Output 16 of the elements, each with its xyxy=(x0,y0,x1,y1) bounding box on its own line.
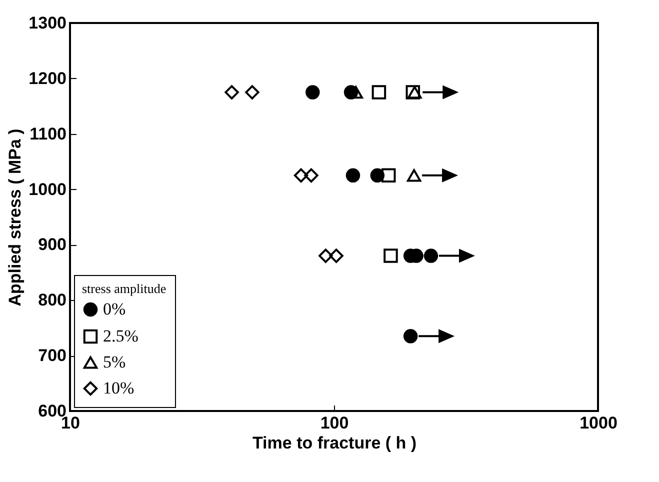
legend-label: 10% xyxy=(103,378,134,398)
x-tick-label: 100 xyxy=(320,414,349,432)
y-tick-label: 900 xyxy=(38,235,66,254)
y-tick-label: 1200 xyxy=(28,68,66,88)
y-tick-label: 800 xyxy=(38,290,66,310)
legend-title: stress amplitude xyxy=(82,281,166,296)
legend-label: 0% xyxy=(103,300,126,318)
y-tick-label: 700 xyxy=(38,346,66,366)
y-tick-label: 1300 xyxy=(28,14,66,32)
x-tick-label: 1000 xyxy=(580,414,618,432)
y-tick-label: 1100 xyxy=(30,124,66,144)
legend-label: 5% xyxy=(103,352,126,372)
x-axis-title: Time to fracture ( h ) xyxy=(252,434,417,452)
y-tick-label: 1000 xyxy=(28,180,66,199)
legend-label: 2.5% xyxy=(103,326,138,346)
y-axis-title: Applied stress ( MPa ) xyxy=(6,128,25,306)
